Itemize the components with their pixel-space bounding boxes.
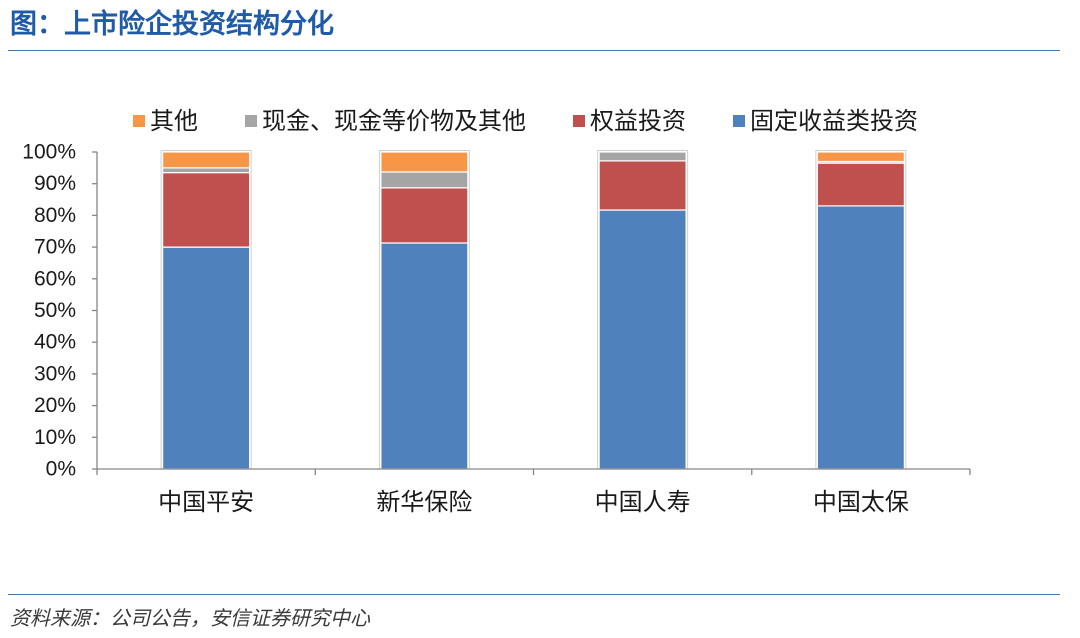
x-axis: 中国平安 新华保险 中国人寿 中国太保 <box>96 468 971 516</box>
source-note: 资料来源：公司公告，安信证券研究中心 <box>10 606 370 630</box>
legend-swatch <box>733 115 745 127</box>
bar-segment <box>162 172 251 248</box>
stacked-bar <box>160 150 252 470</box>
legend-item: 固定收益类投资 <box>733 107 918 135</box>
x-category-label: 中国人寿 <box>595 488 691 516</box>
y-tick-label: 90% <box>34 172 76 195</box>
legend-label: 其他 <box>150 107 198 135</box>
stacked-bar <box>378 150 470 470</box>
bar-segment <box>380 242 469 470</box>
legend-item: 其他 <box>133 107 198 135</box>
bar-segment <box>598 209 687 470</box>
legend-swatch <box>573 115 585 127</box>
bar-segment <box>162 167 251 174</box>
legend-label: 权益投资 <box>590 107 686 135</box>
bar-segment <box>162 246 251 470</box>
bar-segment <box>598 160 687 211</box>
bar-segment <box>816 151 905 163</box>
bar-segment <box>380 187 469 244</box>
legend-item: 现金、现金等价物及其他 <box>245 107 526 135</box>
bar-segment <box>162 151 251 169</box>
legend-swatch <box>245 115 257 127</box>
title-divider <box>8 50 1060 51</box>
legend-label: 固定收益类投资 <box>750 107 918 135</box>
bar-segment <box>380 151 469 173</box>
bar-segment <box>380 171 469 189</box>
y-tick-label: 60% <box>34 267 76 290</box>
source-divider <box>8 594 1060 595</box>
y-tick-label: 40% <box>34 331 76 354</box>
x-category-label: 中国太保 <box>813 488 909 516</box>
y-tick-label: 30% <box>34 362 76 385</box>
y-axis: 0% 10% 20% 30% 40% 50% 60% 70% 80% 90% 100% <box>22 141 98 481</box>
legend-label: 现金、现金等价物及其他 <box>262 107 526 135</box>
legend-swatch <box>133 115 145 127</box>
y-tick-label: 10% <box>34 426 76 449</box>
y-tick-label: 80% <box>34 204 76 227</box>
bar-segment <box>816 162 905 207</box>
y-tick-label: 100% <box>22 141 76 164</box>
y-tick-label: 20% <box>34 394 76 417</box>
legend-item: 权益投资 <box>573 107 686 135</box>
stacked-bar <box>815 150 907 470</box>
chart-bars <box>160 150 907 470</box>
page-title: 图：上市险企投资结构分化 <box>10 9 334 40</box>
y-tick-label: 0% <box>46 458 76 481</box>
x-category-label: 中国平安 <box>158 488 254 516</box>
bar-segment <box>598 151 687 162</box>
chart-legend: 其他 现金、现金等价物及其他 权益投资 固定收益类投资 <box>133 107 918 135</box>
y-tick-label: 50% <box>34 299 76 322</box>
stacked-bar <box>597 150 689 470</box>
x-category-label: 新华保险 <box>376 488 472 516</box>
y-tick-label: 70% <box>34 236 76 259</box>
bar-segment <box>816 205 905 470</box>
